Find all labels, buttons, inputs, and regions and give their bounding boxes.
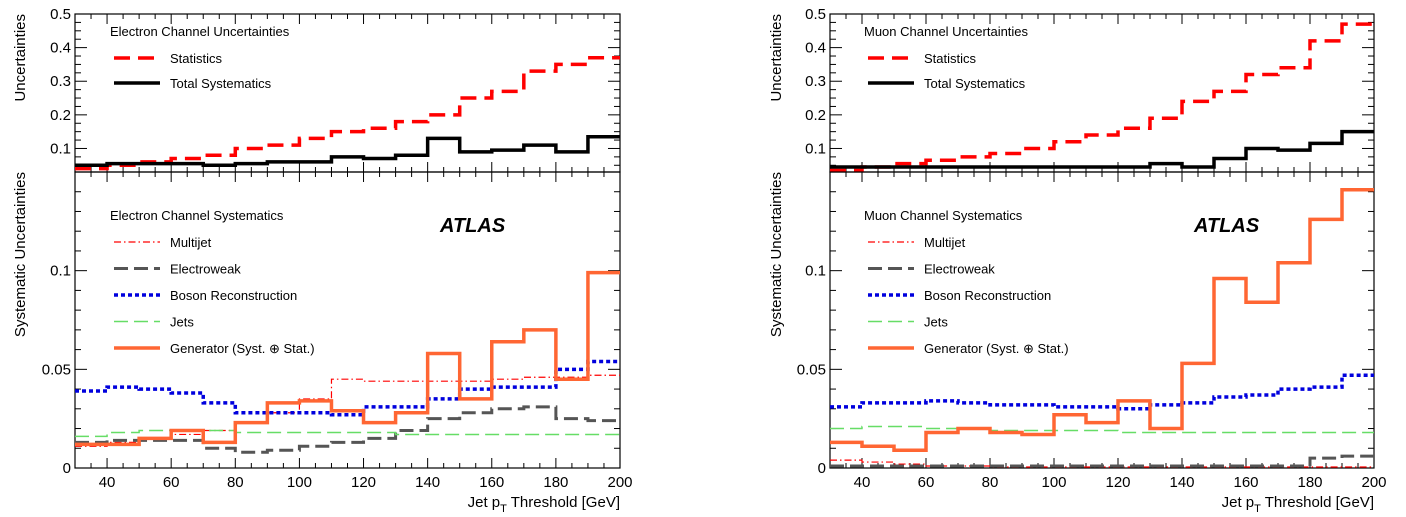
muon-top-ylabel: Uncertainties bbox=[768, 14, 785, 102]
electron-bottom-series-2 bbox=[75, 359, 620, 417]
electron-bottom-xtick-label: 80 bbox=[227, 474, 244, 491]
muon-bottom-ytick-label: 0.1 bbox=[805, 263, 826, 280]
muon-top-ytick-label: 0.3 bbox=[805, 73, 826, 90]
muon-bottom-xlabel-suffix: Threshold [GeV] bbox=[1261, 494, 1374, 511]
electron-bottom-legend-label-4: Generator (Syst. ⊕ Stat.) bbox=[170, 341, 315, 356]
muon-bottom-ylabel: Systematic Uncertainties bbox=[768, 172, 785, 337]
muon-bottom-xtick-label: 180 bbox=[1297, 474, 1322, 491]
muon-bottom-xtick-label: 160 bbox=[1233, 474, 1258, 491]
muon-bottom-legend-label-2: Boson Reconstruction bbox=[924, 288, 1051, 303]
muon-bottom-xtick-label: 140 bbox=[1169, 474, 1194, 491]
electron-bottom-xtick-label: 180 bbox=[543, 474, 568, 491]
electron-top-legend-label-0: Statistics bbox=[170, 51, 223, 66]
electron-bottom-xlabel: Jet pT Threshold [GeV] bbox=[468, 494, 620, 515]
muon-bottom-xtick-label: 200 bbox=[1361, 474, 1386, 491]
muon-bottom-legend-label-1: Electroweak bbox=[924, 262, 995, 277]
muon-top-ytick-label: 0.1 bbox=[805, 140, 826, 157]
electron-top-ytick-label: 0.3 bbox=[50, 73, 71, 90]
muon-bottom-xtick-label: 60 bbox=[918, 474, 935, 491]
electron-bottom-atlas-label: ATLAS bbox=[439, 215, 506, 237]
electron-bottom-series-3 bbox=[75, 429, 620, 438]
electron-bottom-ytick-label: 0.05 bbox=[42, 361, 71, 378]
electron-bottom-xlabel-suffix: Threshold [GeV] bbox=[507, 494, 620, 511]
electron-bottom-xtick-label: 160 bbox=[479, 474, 504, 491]
electron-bottom-legend-label-0: Multijet bbox=[170, 235, 212, 250]
electron-top-legend-label-1: Total Systematics bbox=[170, 76, 272, 91]
muon-bottom-series-1 bbox=[830, 454, 1374, 468]
muon-top-series-0 bbox=[830, 22, 1374, 173]
muon-bottom-xtick-label: 120 bbox=[1105, 474, 1130, 491]
electron-top-ytick-label: 0.4 bbox=[50, 40, 71, 57]
electron-top-legend-header: Electron Channel Uncertainties bbox=[110, 24, 290, 39]
muon-bottom-series-3 bbox=[830, 425, 1374, 434]
electron-top-ytick-label: 0.2 bbox=[50, 107, 71, 124]
muon-bottom-xlabel: Jet pT Threshold [GeV] bbox=[1222, 494, 1374, 515]
muon-bottom-ytick-label: 0 bbox=[818, 460, 826, 477]
muon-bottom-legend-label-4: Generator (Syst. ⊕ Stat.) bbox=[924, 341, 1069, 356]
electron-bottom-legend-label-3: Jets bbox=[170, 315, 194, 330]
electron-bottom-series-4 bbox=[75, 270, 620, 447]
electron-bottom-ylabel: Systematic Uncertainties bbox=[12, 172, 29, 337]
electron-bottom-legend-label-2: Boson Reconstruction bbox=[170, 288, 297, 303]
muon-bottom-xtick-label: 80 bbox=[982, 474, 999, 491]
muon-bottom-xtick-label: 40 bbox=[854, 474, 871, 491]
muon-bottom-legend-header: Muon Channel Systematics bbox=[864, 208, 1023, 223]
muon-top-series-1 bbox=[830, 129, 1374, 169]
muon-bottom-legend-label-0: Multijet bbox=[924, 235, 966, 250]
electron-bottom-xlabel-main: Jet p bbox=[468, 494, 501, 511]
muon-bottom-ytick-label: 0.05 bbox=[797, 361, 826, 378]
electron-bottom-ytick-label: 0 bbox=[63, 460, 71, 477]
muon-top-legend-label-0: Statistics bbox=[924, 51, 977, 66]
muon-top-ytick-label: 0.4 bbox=[805, 40, 826, 57]
muon-bottom-xlabel-sub: T bbox=[1254, 503, 1261, 515]
electron-bottom-xtick-label: 100 bbox=[287, 474, 312, 491]
electron-bottom-xtick-label: 120 bbox=[351, 474, 376, 491]
electron-bottom-xtick-label: 200 bbox=[607, 474, 632, 491]
muon-top-ytick-label: 0.2 bbox=[805, 107, 826, 124]
electron-bottom-xtick-label: 60 bbox=[163, 474, 180, 491]
electron-bottom-ytick-label: 0.1 bbox=[50, 263, 71, 280]
muon-bottom-legend-label-3: Jets bbox=[924, 315, 948, 330]
muon-top-ytick-label: 0.5 bbox=[805, 6, 826, 23]
electron-top-series-0 bbox=[75, 55, 620, 171]
electron-bottom-legend-header: Electron Channel Systematics bbox=[110, 208, 284, 223]
muon-bottom-atlas-label: ATLAS bbox=[1193, 215, 1260, 237]
muon-bottom-series-4 bbox=[830, 188, 1374, 452]
electron-bottom-xlabel-sub: T bbox=[500, 503, 507, 515]
muon-bottom-series-2 bbox=[830, 373, 1374, 411]
muon-bottom-xlabel-main: Jet p bbox=[1222, 494, 1255, 511]
muon-top-legend-label-1: Total Systematics bbox=[924, 76, 1026, 91]
electron-top-ytick-label: 0.1 bbox=[50, 140, 71, 157]
electron-top-ytick-label: 0.5 bbox=[50, 6, 71, 23]
electron-bottom-xtick-label: 40 bbox=[99, 474, 116, 491]
electron-bottom-legend-label-1: Electroweak bbox=[170, 262, 241, 277]
muon-top-legend-header: Muon Channel Uncertainties bbox=[864, 24, 1029, 39]
electron-top-series-1 bbox=[75, 134, 620, 168]
electron-top-ylabel: Uncertainties bbox=[12, 14, 29, 102]
muon-bottom-xtick-label: 100 bbox=[1041, 474, 1066, 491]
electron-bottom-xtick-label: 140 bbox=[415, 474, 440, 491]
